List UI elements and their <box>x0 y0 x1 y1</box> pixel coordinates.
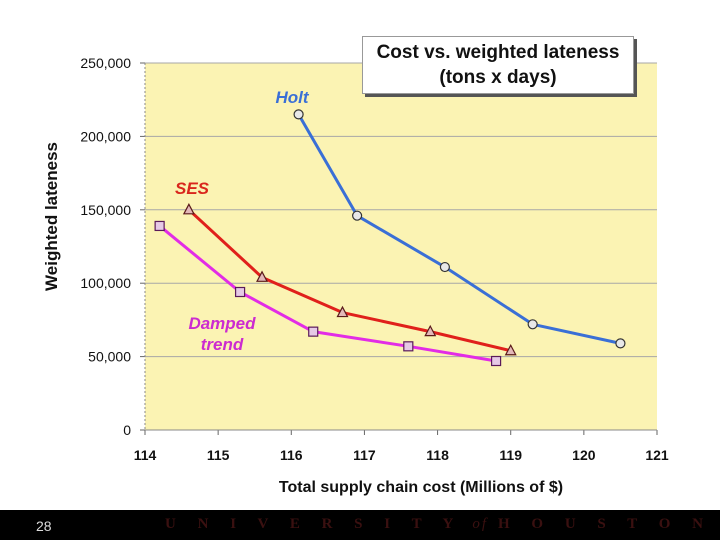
data-point-holt <box>439 261 450 273</box>
data-point-holt <box>352 210 363 221</box>
x-tick-label: 116 <box>280 447 303 463</box>
y-tick-label: 50,000 <box>88 349 131 365</box>
university-logo: U N I V E R S I T Y of H O U S T O N <box>165 516 712 533</box>
data-point-holt <box>615 338 626 349</box>
data-point-holt <box>293 109 304 120</box>
x-tick-label: 114 <box>134 447 157 463</box>
footer-bar: 28 U N I V E R S I T Y of H O U S T O N <box>0 510 720 540</box>
y-tick-label: 100,000 <box>80 275 131 291</box>
series-label-damped-trend: Damped <box>188 314 256 333</box>
houston-word: H O U S T O N <box>498 516 712 532</box>
x-tick-label: 118 <box>426 447 449 463</box>
university-of: of <box>472 516 489 532</box>
x-axis-label: Total supply chain cost (Millions of $) <box>279 479 563 496</box>
x-tick-label: 119 <box>499 447 522 463</box>
x-tick-label: 120 <box>572 447 596 463</box>
data-point-holt <box>527 319 538 330</box>
data-point-ses <box>424 324 437 337</box>
slide-number: 28 <box>36 518 52 534</box>
chart-title-line1: Cost vs. weighted lateness <box>376 42 620 63</box>
data-point-ses <box>336 305 349 318</box>
y-tick-label: 150,000 <box>80 202 131 218</box>
data-point-damped-trend <box>490 355 502 367</box>
series-label-holt: Holt <box>275 88 309 107</box>
data-point-ses <box>182 203 195 215</box>
plot-area <box>145 63 657 430</box>
y-tick-label: 250,000 <box>80 55 131 71</box>
data-point-damped-trend <box>403 341 414 352</box>
data-point-damped-trend <box>308 326 319 337</box>
data-point-ses <box>504 343 517 356</box>
y-axis-label: Weighted lateness <box>42 142 61 291</box>
x-tick-label: 121 <box>645 447 669 463</box>
series-label-ses: SES <box>175 179 210 198</box>
chart-title-line2: (tons x days) <box>439 67 557 88</box>
y-tick-label: 200,000 <box>80 128 131 144</box>
y-tick-label: 0 <box>123 422 131 438</box>
chart-title-box: Cost vs. weighted lateness (tons x days) <box>362 36 634 94</box>
data-point-damped-trend <box>154 220 165 232</box>
university-word: U N I V E R S I T Y <box>165 516 463 532</box>
data-point-ses <box>256 270 269 282</box>
data-point-damped-trend <box>234 286 246 298</box>
series-label-damped-trend: trend <box>201 335 244 354</box>
x-tick-label: 117 <box>353 447 376 463</box>
x-tick-label: 115 <box>207 447 230 463</box>
